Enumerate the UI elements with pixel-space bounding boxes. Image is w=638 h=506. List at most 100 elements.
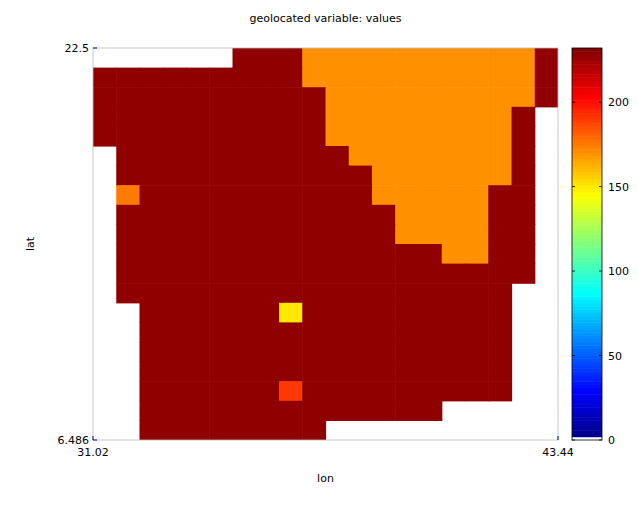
colorbar-band — [572, 143, 602, 147]
cell — [442, 205, 466, 225]
cell — [279, 166, 303, 186]
cell — [395, 342, 419, 362]
cell — [395, 205, 419, 225]
cell — [326, 303, 350, 323]
cell — [302, 146, 326, 166]
cell — [488, 322, 512, 342]
cell — [209, 185, 233, 205]
colorbar-band — [572, 254, 602, 258]
colorbar-band — [572, 378, 602, 382]
colorbar-band — [572, 58, 602, 62]
cell — [140, 107, 164, 127]
colorbar-band — [572, 192, 602, 196]
cell — [140, 322, 164, 342]
cell — [186, 342, 210, 362]
cell — [140, 166, 164, 186]
colorbar-band — [572, 146, 602, 150]
colorbar-band — [572, 277, 602, 281]
cell — [395, 87, 419, 107]
cell — [535, 48, 558, 68]
cell — [93, 87, 117, 107]
cell — [279, 303, 303, 323]
cell — [302, 126, 326, 146]
cell — [488, 224, 512, 244]
cell — [163, 68, 187, 88]
cell — [116, 283, 140, 303]
colorbar-tick — [599, 186, 602, 187]
colorbar-band — [572, 375, 602, 379]
cell — [442, 87, 466, 107]
cell — [256, 303, 280, 323]
colorbar-band — [572, 84, 602, 88]
cell — [256, 146, 280, 166]
cell — [488, 166, 512, 186]
cell — [256, 381, 280, 401]
cell — [465, 264, 489, 284]
colorbar-tick — [599, 102, 602, 103]
cell — [372, 381, 396, 401]
colorbar-band — [572, 257, 602, 261]
cell — [256, 244, 280, 264]
cell — [233, 185, 257, 205]
cell — [302, 322, 326, 342]
colorbar-band — [572, 195, 602, 199]
cell — [372, 205, 396, 225]
colorbar-band — [572, 384, 602, 388]
colorbar-band — [572, 90, 602, 94]
cell — [349, 87, 373, 107]
cell — [302, 264, 326, 284]
colorbar-band — [572, 381, 602, 385]
cell — [163, 146, 187, 166]
cell — [256, 401, 280, 421]
cell — [209, 264, 233, 284]
colorbar-band — [572, 420, 602, 424]
cell — [442, 283, 466, 303]
cell — [419, 126, 443, 146]
cell — [326, 362, 350, 382]
cell — [209, 420, 233, 440]
colorbar-band — [572, 424, 602, 428]
cell — [140, 283, 164, 303]
cell — [488, 48, 512, 68]
colorbar-band — [572, 388, 602, 392]
colorbar-band — [572, 391, 602, 395]
cell — [93, 107, 117, 127]
cell — [209, 87, 233, 107]
colorbar-band — [572, 211, 602, 215]
cell — [233, 420, 257, 440]
x-tick-label: 31.02 — [77, 446, 109, 459]
colorbar-tick — [572, 355, 575, 356]
cell — [163, 224, 187, 244]
cell — [395, 107, 419, 127]
cell — [442, 244, 466, 264]
cell — [419, 166, 443, 186]
cell — [233, 303, 257, 323]
cell — [163, 264, 187, 284]
colorbar-band — [572, 316, 602, 320]
cell — [116, 224, 140, 244]
cell — [419, 381, 443, 401]
cell — [186, 87, 210, 107]
colorbar-band — [572, 398, 602, 402]
cell — [302, 224, 326, 244]
cell — [419, 146, 443, 166]
colorbar-band — [572, 270, 602, 274]
cell — [233, 87, 257, 107]
colorbar-band — [572, 74, 602, 78]
cell — [256, 48, 280, 68]
cell — [256, 107, 280, 127]
cell — [395, 401, 419, 421]
cell — [395, 303, 419, 323]
cell — [233, 401, 257, 421]
cell — [140, 205, 164, 225]
cell — [209, 342, 233, 362]
cell — [372, 68, 396, 88]
cell — [465, 224, 489, 244]
colorbar-band — [572, 51, 602, 55]
cell — [512, 264, 536, 284]
cell — [326, 107, 350, 127]
cell — [349, 401, 373, 421]
cell — [209, 68, 233, 88]
cell — [233, 48, 257, 68]
cell — [163, 185, 187, 205]
